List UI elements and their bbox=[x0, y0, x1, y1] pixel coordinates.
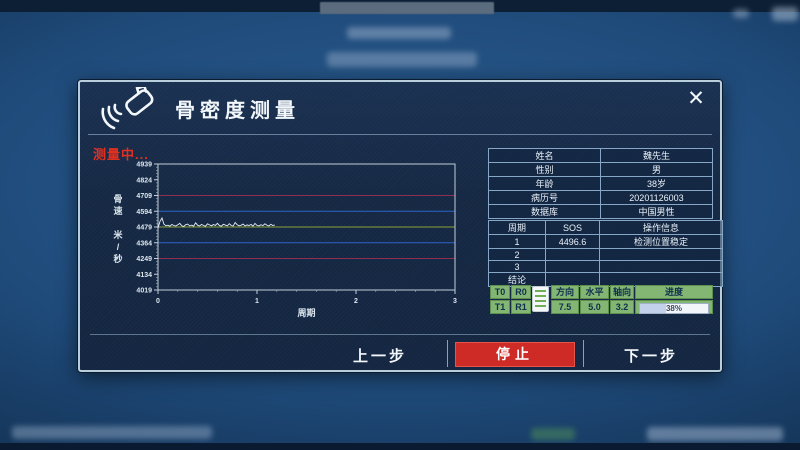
field-value: 魏先生 bbox=[600, 148, 713, 163]
svg-text:骨: 骨 bbox=[113, 194, 122, 204]
svg-text:4709: 4709 bbox=[136, 193, 152, 200]
table-row: 病历号 20201126003 bbox=[488, 190, 713, 205]
svg-text:3: 3 bbox=[453, 298, 457, 305]
sos-line-chart: 4939 4824 4709 4594 4479 4364 4249 4134 4019 0 1 2 3… bbox=[112, 162, 457, 319]
cycle-number: 1 bbox=[488, 234, 546, 249]
svg-text:1: 1 bbox=[255, 298, 259, 305]
field-value: 中国男性 bbox=[600, 204, 713, 219]
svg-text:4019: 4019 bbox=[136, 288, 152, 295]
previous-step-button[interactable]: 上一步 bbox=[352, 348, 407, 365]
close-icon[interactable]: ✕ bbox=[687, 87, 705, 110]
field-label: 年龄 bbox=[488, 176, 601, 191]
table-row: 结论 bbox=[488, 272, 723, 287]
progress-cell: 38% bbox=[635, 300, 713, 314]
table-row: 姓名 魏先生 bbox=[488, 148, 713, 163]
field-value: 男 bbox=[600, 162, 713, 177]
footer-divider bbox=[90, 334, 710, 335]
table-row: 年龄 38岁 bbox=[488, 176, 713, 191]
header-divider bbox=[88, 134, 712, 135]
svg-text:4364: 4364 bbox=[136, 240, 152, 247]
svg-text:0: 0 bbox=[156, 298, 160, 305]
conclusion-value bbox=[545, 272, 600, 287]
probe-cell-t1[interactable]: T1 bbox=[490, 300, 510, 314]
blurred-titlebar bbox=[320, 2, 494, 14]
metric-value-axial: 3.2 bbox=[610, 300, 634, 314]
blurred-footer-text bbox=[647, 427, 783, 441]
table-row: 2 bbox=[488, 248, 723, 261]
metric-header-axial: 轴向 bbox=[610, 285, 634, 299]
table-header-row: 周期 SOS 操作信息 bbox=[488, 220, 723, 235]
blurred-footer-badge bbox=[531, 428, 575, 440]
table-row: 3 bbox=[488, 260, 723, 273]
column-header: 周期 bbox=[488, 220, 546, 235]
conclusion-label: 结论 bbox=[488, 272, 546, 287]
notepad-icon[interactable] bbox=[532, 286, 549, 312]
blurred-window-control bbox=[772, 7, 798, 21]
table-row: 性别男 bbox=[488, 162, 713, 177]
field-label: 性别 bbox=[488, 162, 601, 177]
table-row: 数据库 中国男性 bbox=[488, 204, 713, 219]
svg-text:4594: 4594 bbox=[136, 209, 152, 216]
patient-info-table: 姓名 魏先生 性别男 年龄 38岁 病历号 20201126003 数据库 中国男性 bbox=[488, 148, 713, 219]
metric-header-progress: 进度 bbox=[635, 285, 713, 299]
probe-cell-t0[interactable]: T0 bbox=[490, 285, 510, 299]
field-label: 姓名 bbox=[488, 148, 601, 163]
svg-text:周期: 周期 bbox=[297, 307, 315, 318]
column-header: SOS bbox=[545, 220, 600, 235]
svg-text:4479: 4479 bbox=[136, 225, 152, 232]
sos-value: 4496.6 bbox=[545, 234, 600, 249]
svg-text:4134: 4134 bbox=[136, 272, 152, 279]
ultrasound-probe-icon bbox=[95, 84, 165, 138]
field-label: 病历号 bbox=[488, 190, 601, 205]
button-divider bbox=[447, 340, 448, 367]
probe-cell-r1[interactable]: R1 bbox=[511, 300, 531, 314]
blurred-heading-text bbox=[347, 27, 451, 39]
field-value: 38岁 bbox=[600, 176, 713, 191]
metric-header-direction: 方向 bbox=[551, 285, 579, 299]
svg-text:4824: 4824 bbox=[136, 177, 152, 184]
field-label: 数据库 bbox=[488, 204, 601, 219]
operation-info bbox=[599, 248, 723, 261]
sos-value bbox=[545, 248, 600, 261]
metric-value-direction: 7.5 bbox=[551, 300, 579, 314]
operation-info: 检测位置稳定 bbox=[599, 234, 723, 249]
blurred-window-control bbox=[733, 9, 749, 18]
field-value: 20201126003 bbox=[600, 190, 713, 205]
cycle-results-table: 周期 SOS 操作信息 1 4496.6 检测位置稳定 2 3 结论 bbox=[488, 220, 723, 287]
svg-text:4249: 4249 bbox=[136, 256, 152, 263]
svg-text:秒: 秒 bbox=[113, 253, 122, 264]
column-header: 操作信息 bbox=[599, 220, 723, 235]
probe-cell-r0[interactable]: R0 bbox=[511, 285, 531, 299]
blurred-subheading-text bbox=[327, 52, 477, 67]
next-step-button[interactable]: 下一步 bbox=[623, 348, 678, 365]
svg-text:4939: 4939 bbox=[136, 162, 152, 169]
table-row: 1 4496.6 检测位置稳定 bbox=[488, 234, 723, 249]
sos-value bbox=[545, 260, 600, 273]
stop-button[interactable]: 停止 bbox=[455, 342, 575, 367]
probe-metrics-panel: T0 R0 T1 R1 方向 水平 轴向 进度 7.5 5.0 3.2 38% bbox=[490, 285, 713, 314]
svg-text:2: 2 bbox=[354, 298, 358, 305]
svg-text:速: 速 bbox=[113, 205, 122, 216]
svg-text:/: / bbox=[117, 242, 120, 252]
progress-percent: 38% bbox=[665, 304, 682, 313]
button-divider bbox=[583, 340, 584, 367]
bone-density-dialog: 骨密度测量 ✕ 测量中... 4939 4824 4709 4594 4479 4364 4… bbox=[78, 80, 723, 372]
metric-value-horizontal: 5.0 bbox=[580, 300, 609, 314]
progress-bar: 38% bbox=[639, 303, 709, 314]
cycle-number: 3 bbox=[488, 260, 546, 273]
cycle-number: 2 bbox=[488, 248, 546, 261]
svg-text:米: 米 bbox=[112, 229, 123, 240]
bottom-bar bbox=[0, 443, 800, 450]
operation-info bbox=[599, 260, 723, 273]
progress-bar-fill bbox=[640, 304, 666, 313]
blurred-footer-text bbox=[12, 426, 212, 439]
metric-header-horizontal: 水平 bbox=[580, 285, 609, 299]
dialog-title: 骨密度测量 bbox=[175, 100, 300, 122]
